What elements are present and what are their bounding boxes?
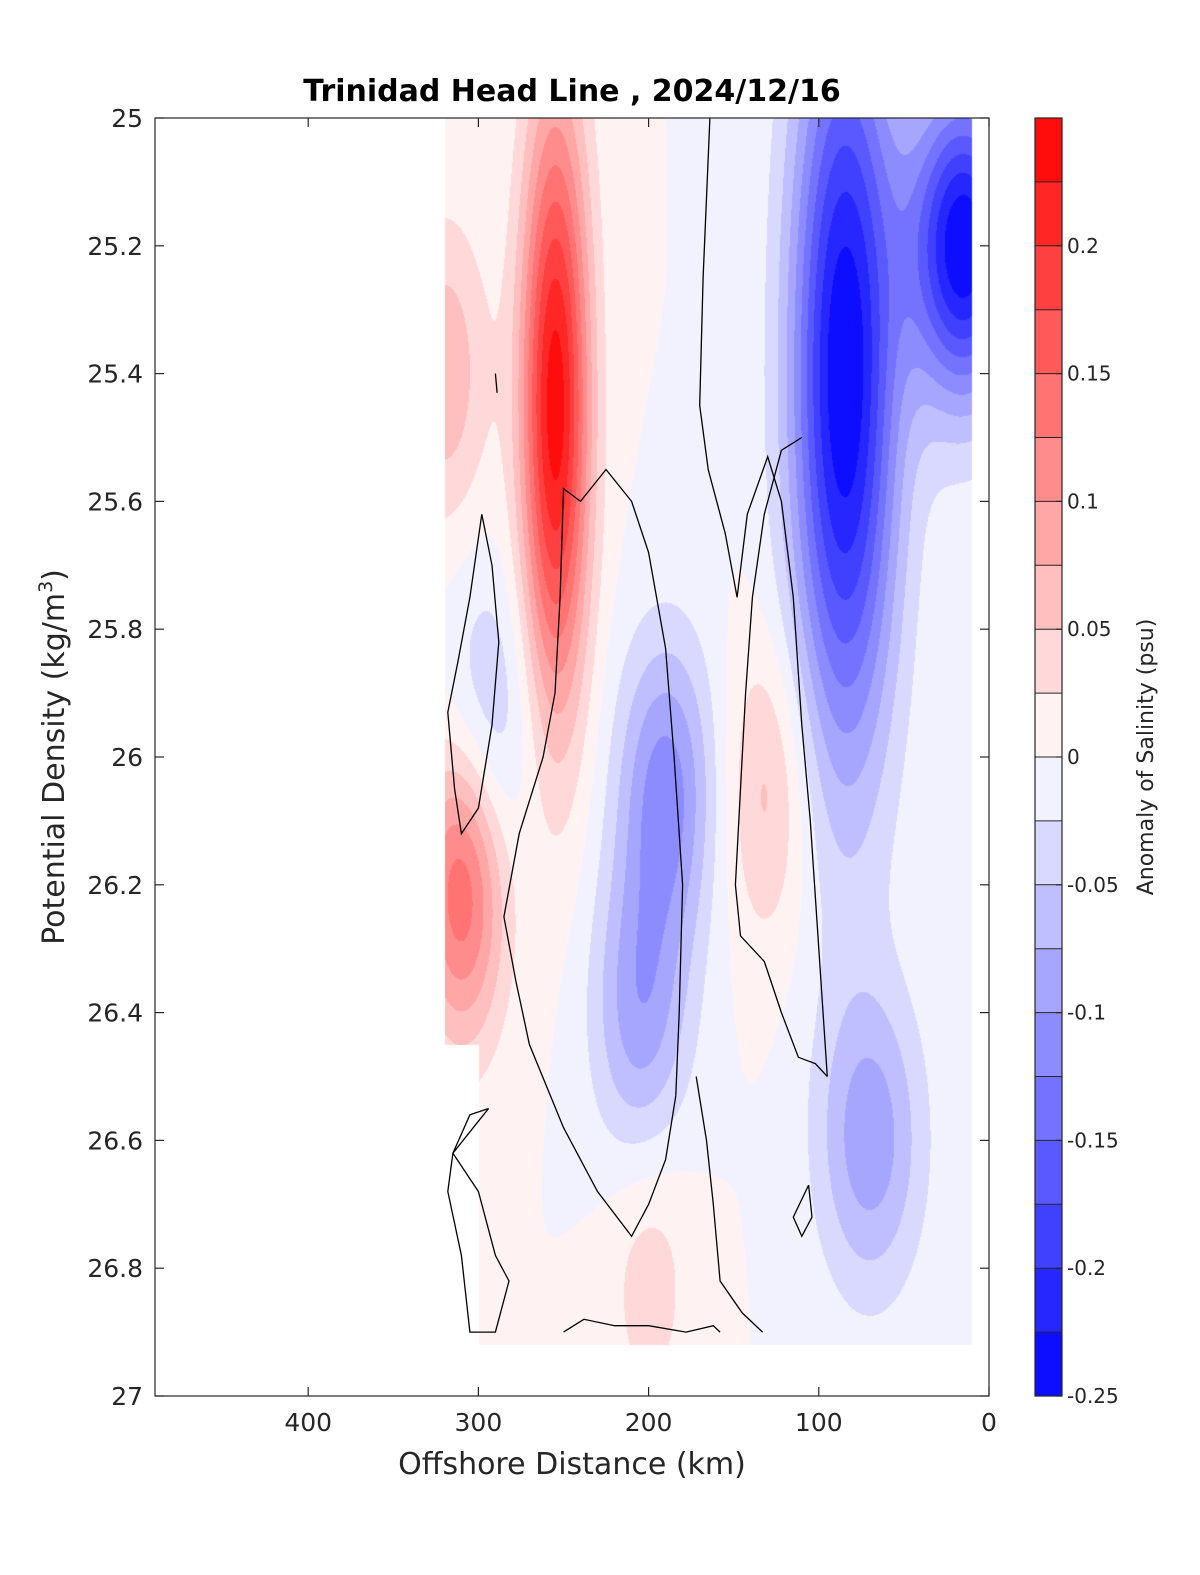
colorbar-level <box>1035 1076 1062 1141</box>
x-tick-label: 100 <box>795 1408 843 1437</box>
x-axis: 400 300 200 100 0 <box>284 118 997 1437</box>
colorbar-level <box>1035 1204 1062 1269</box>
y-axis-label-superscript: 3 <box>35 581 57 593</box>
colorbar-level <box>1035 501 1062 566</box>
x-tick-label: 300 <box>455 1408 503 1437</box>
y-axis: 25 25.2 25.4 25.6 25.8 26 26.2 26.4 26.6 26.8 27 <box>87 104 989 1411</box>
colorbar-level <box>1035 373 1062 438</box>
colorbar-level <box>1035 437 1062 502</box>
y-tick-label: 25.4 <box>87 360 143 389</box>
colorbar-level <box>1035 757 1062 822</box>
zero-contour-3 <box>447 514 500 836</box>
y-axis-label-main: Potential Density (kg/m <box>37 593 72 945</box>
colorbar-level <box>1035 629 1062 694</box>
colorbar-tick-label: -0.15 <box>1067 1128 1119 1152</box>
colorbar-tick-label: -0.25 <box>1067 1384 1119 1408</box>
colorbar-ticks: -0.25 -0.2 -0.15 -0.1 -0.05 0 0.05 0.1 0.15 0.2 <box>1035 181 1119 1408</box>
y-tick-label: 26.8 <box>87 1254 143 1283</box>
colorbar-tick-label: 0.1 <box>1067 489 1099 513</box>
colorbar-level <box>1035 1140 1062 1205</box>
zero-contour-1 <box>734 436 828 1077</box>
zero-contour-4 <box>503 468 684 1238</box>
colorbar-tick-label: 0 <box>1067 745 1080 769</box>
y-tick-label: 26 <box>111 743 143 772</box>
y-tick-label: 26.6 <box>87 1126 143 1155</box>
y-tick-label: 25.6 <box>87 487 143 516</box>
colorbar-tick-label: 0.2 <box>1067 234 1099 258</box>
x-tick-label: 200 <box>625 1408 673 1437</box>
x-axis-label: Offshore Distance (km) <box>398 1447 746 1482</box>
zero-contour-5 <box>447 1107 510 1333</box>
colorbar-level <box>1035 118 1062 183</box>
colorbar-level <box>1035 948 1062 1014</box>
salinity-anomaly-field <box>155 118 989 1396</box>
y-tick-label: 26.2 <box>87 871 143 900</box>
colorbar-level <box>1035 693 1062 758</box>
y-tick-label: 25 <box>111 104 143 133</box>
colorbar <box>1035 118 1062 1397</box>
colorbar-tick-label: -0.1 <box>1067 1001 1106 1025</box>
colorbar-tick-label: 0.15 <box>1067 362 1112 386</box>
y-axis-label: Potential Density (kg/m3) <box>35 569 72 945</box>
colorbar-tick-label: -0.05 <box>1067 873 1119 897</box>
y-tick-label: 25.8 <box>87 615 143 644</box>
zero-contour-6 <box>792 1184 813 1238</box>
y-axis-label-tail: ) <box>37 569 72 581</box>
colorbar-level <box>1035 1012 1062 1077</box>
colorbar-level <box>1035 1268 1062 1333</box>
colorbar-level <box>1035 884 1062 950</box>
zero-contour-8 <box>695 1076 764 1333</box>
colorbar-tick-label: -0.2 <box>1067 1256 1106 1280</box>
zero-contour-7 <box>563 1318 721 1333</box>
colorbar-tick-label: 0.05 <box>1067 617 1112 641</box>
zero-contour-lines <box>447 118 828 1333</box>
chart-title: Trinidad Head Line , 2024/12/16 <box>303 74 840 109</box>
colorbar-label: Anomaly of Salinity (psu) <box>1134 619 1159 896</box>
zero-contour-0 <box>699 118 828 1077</box>
colorbar-level <box>1035 820 1062 886</box>
colorbar-level <box>1035 309 1062 375</box>
colorbar-level <box>1035 181 1062 247</box>
zero-contour-2 <box>494 373 498 393</box>
x-tick-label: 0 <box>981 1408 997 1437</box>
y-tick-label: 26.4 <box>87 999 143 1028</box>
y-tick-label: 27 <box>111 1382 143 1411</box>
colorbar-level <box>1035 245 1062 311</box>
colorbar-level <box>1035 565 1062 630</box>
colorbar-level <box>1035 1332 1062 1397</box>
x-tick-label: 400 <box>284 1408 332 1437</box>
y-tick-label: 25.2 <box>87 232 143 261</box>
